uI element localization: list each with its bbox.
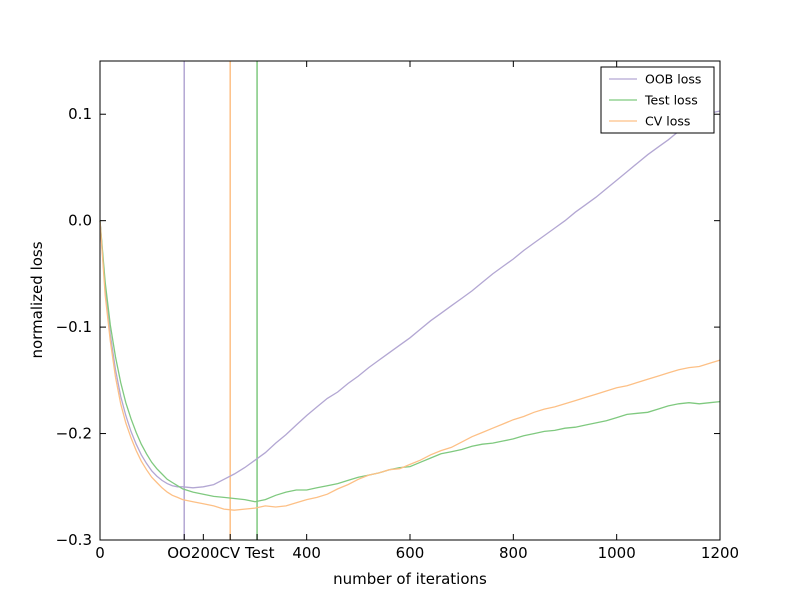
x-axis: 0 400 600 800 1000 1200 OO200CV Test — [95, 61, 739, 562]
series-line-cv-loss — [99, 220, 721, 511]
x-tick-label: 400 — [292, 544, 321, 562]
legend-label: CV loss — [645, 114, 690, 129]
plot-area — [99, 61, 721, 540]
legend-label: OOB loss — [645, 72, 701, 87]
y-tick-label: 0.1 — [68, 105, 92, 123]
y-tick-label: −0.1 — [56, 318, 92, 336]
y-tick-label: −0.2 — [56, 425, 92, 443]
x-tick-label: 600 — [396, 544, 425, 562]
x-tick-label: 800 — [499, 544, 528, 562]
legend-label: Test loss — [644, 93, 698, 108]
x-tick-label: 1000 — [598, 544, 636, 562]
legend: OOB loss Test loss CV loss — [600, 66, 715, 134]
y-tick-label: −0.3 — [56, 531, 92, 549]
series-line-oob-loss — [99, 110, 721, 489]
y-tick-label: 0.0 — [68, 212, 92, 230]
y-axis-label: normalized loss — [28, 241, 46, 358]
x-tick-label-overlap: OO200CV Test — [167, 544, 274, 562]
x-tick-label: 1200 — [701, 544, 739, 562]
y-axis: 0.1 0.0 −0.1 −0.2 −0.3 — [56, 105, 720, 549]
x-axis-label: number of iterations — [333, 570, 487, 588]
x-tick-label: 0 — [95, 544, 105, 562]
